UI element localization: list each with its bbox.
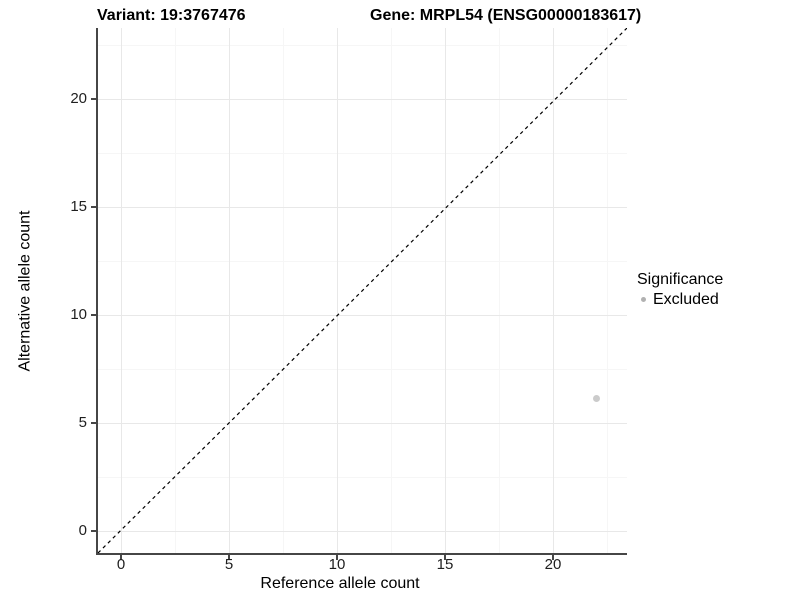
gridline-major-v [229,28,230,553]
gridline-minor-h [98,45,627,46]
variant-title: Variant: 19:3767476 [97,7,246,24]
gridline-major-h [98,423,627,424]
gridline-major-v [553,28,554,553]
identity-line-dashed [98,28,627,553]
x-axis-title: Reference allele count [260,575,420,592]
gridline-major-h [98,315,627,316]
gridline-major-h [98,99,627,100]
x-tick-label: 15 [436,556,454,573]
gridline-minor-h [98,477,627,478]
x-tick-mark [228,555,230,560]
legend-title: Significance [637,271,724,288]
gridline-major-h [98,531,627,532]
gridline-minor-v [607,28,608,553]
scatter-point-excluded [593,395,600,402]
x-tick-mark [120,555,122,560]
x-tick-mark [336,555,338,560]
y-tick-mark [91,314,96,316]
x-tick-mark [444,555,446,560]
plot-panel [98,28,627,553]
y-axis-title-text: Alternative allele count [16,210,34,372]
gridline-minor-h [98,153,627,154]
y-tick-mark [91,98,96,100]
gridline-major-v [337,28,338,553]
gridline-major-v [121,28,122,553]
y-tick-mark [91,530,96,532]
y-tick-mark [91,422,96,424]
x-tick-label: 5 [224,556,234,573]
x-tick-label: 10 [328,556,346,573]
y-tick-label: 10 [70,306,87,323]
x-tick-label: 0 [116,556,126,573]
gridline-minor-h [98,261,627,262]
y-tick-label: 20 [70,90,87,107]
gene-title: Gene: MRPL54 (ENSG00000183617) [370,7,642,24]
legend: Significance Excluded [637,271,723,308]
y-tick-label: 15 [70,198,87,215]
x-tick-mark [552,555,554,560]
y-tick-label: 5 [78,414,87,431]
gridline-minor-h [98,369,627,370]
gridline-major-v [445,28,446,553]
gridline-minor-v [391,28,392,553]
y-tick-label: 0 [78,522,87,539]
y-tick-mark [91,206,96,208]
gridline-major-h [98,207,627,208]
x-tick-label: 20 [544,556,562,573]
gridline-minor-v [283,28,284,553]
y-axis-line [96,28,98,555]
legend-item-label: Excluded [653,291,719,308]
legend-item-excluded: Excluded [637,291,723,308]
gridline-minor-v [175,28,176,553]
legend-point-icon [641,297,646,302]
x-axis-line [96,553,627,555]
gridline-minor-v [499,28,500,553]
